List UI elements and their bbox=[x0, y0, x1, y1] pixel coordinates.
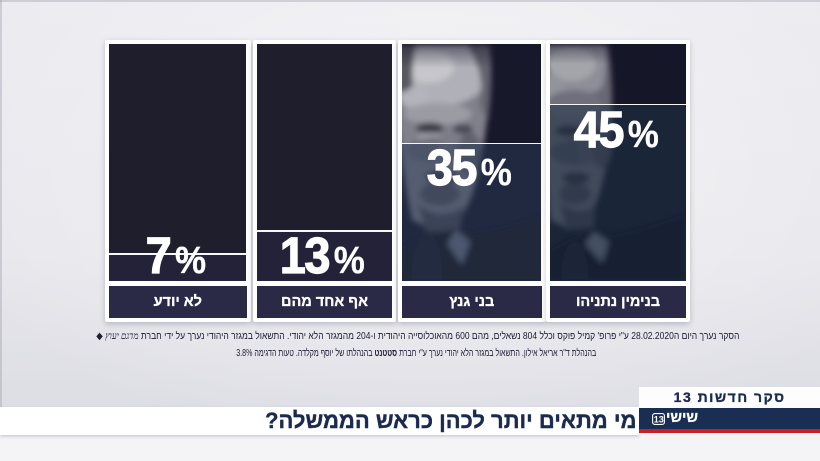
svg-text:13: 13 bbox=[654, 414, 664, 424]
